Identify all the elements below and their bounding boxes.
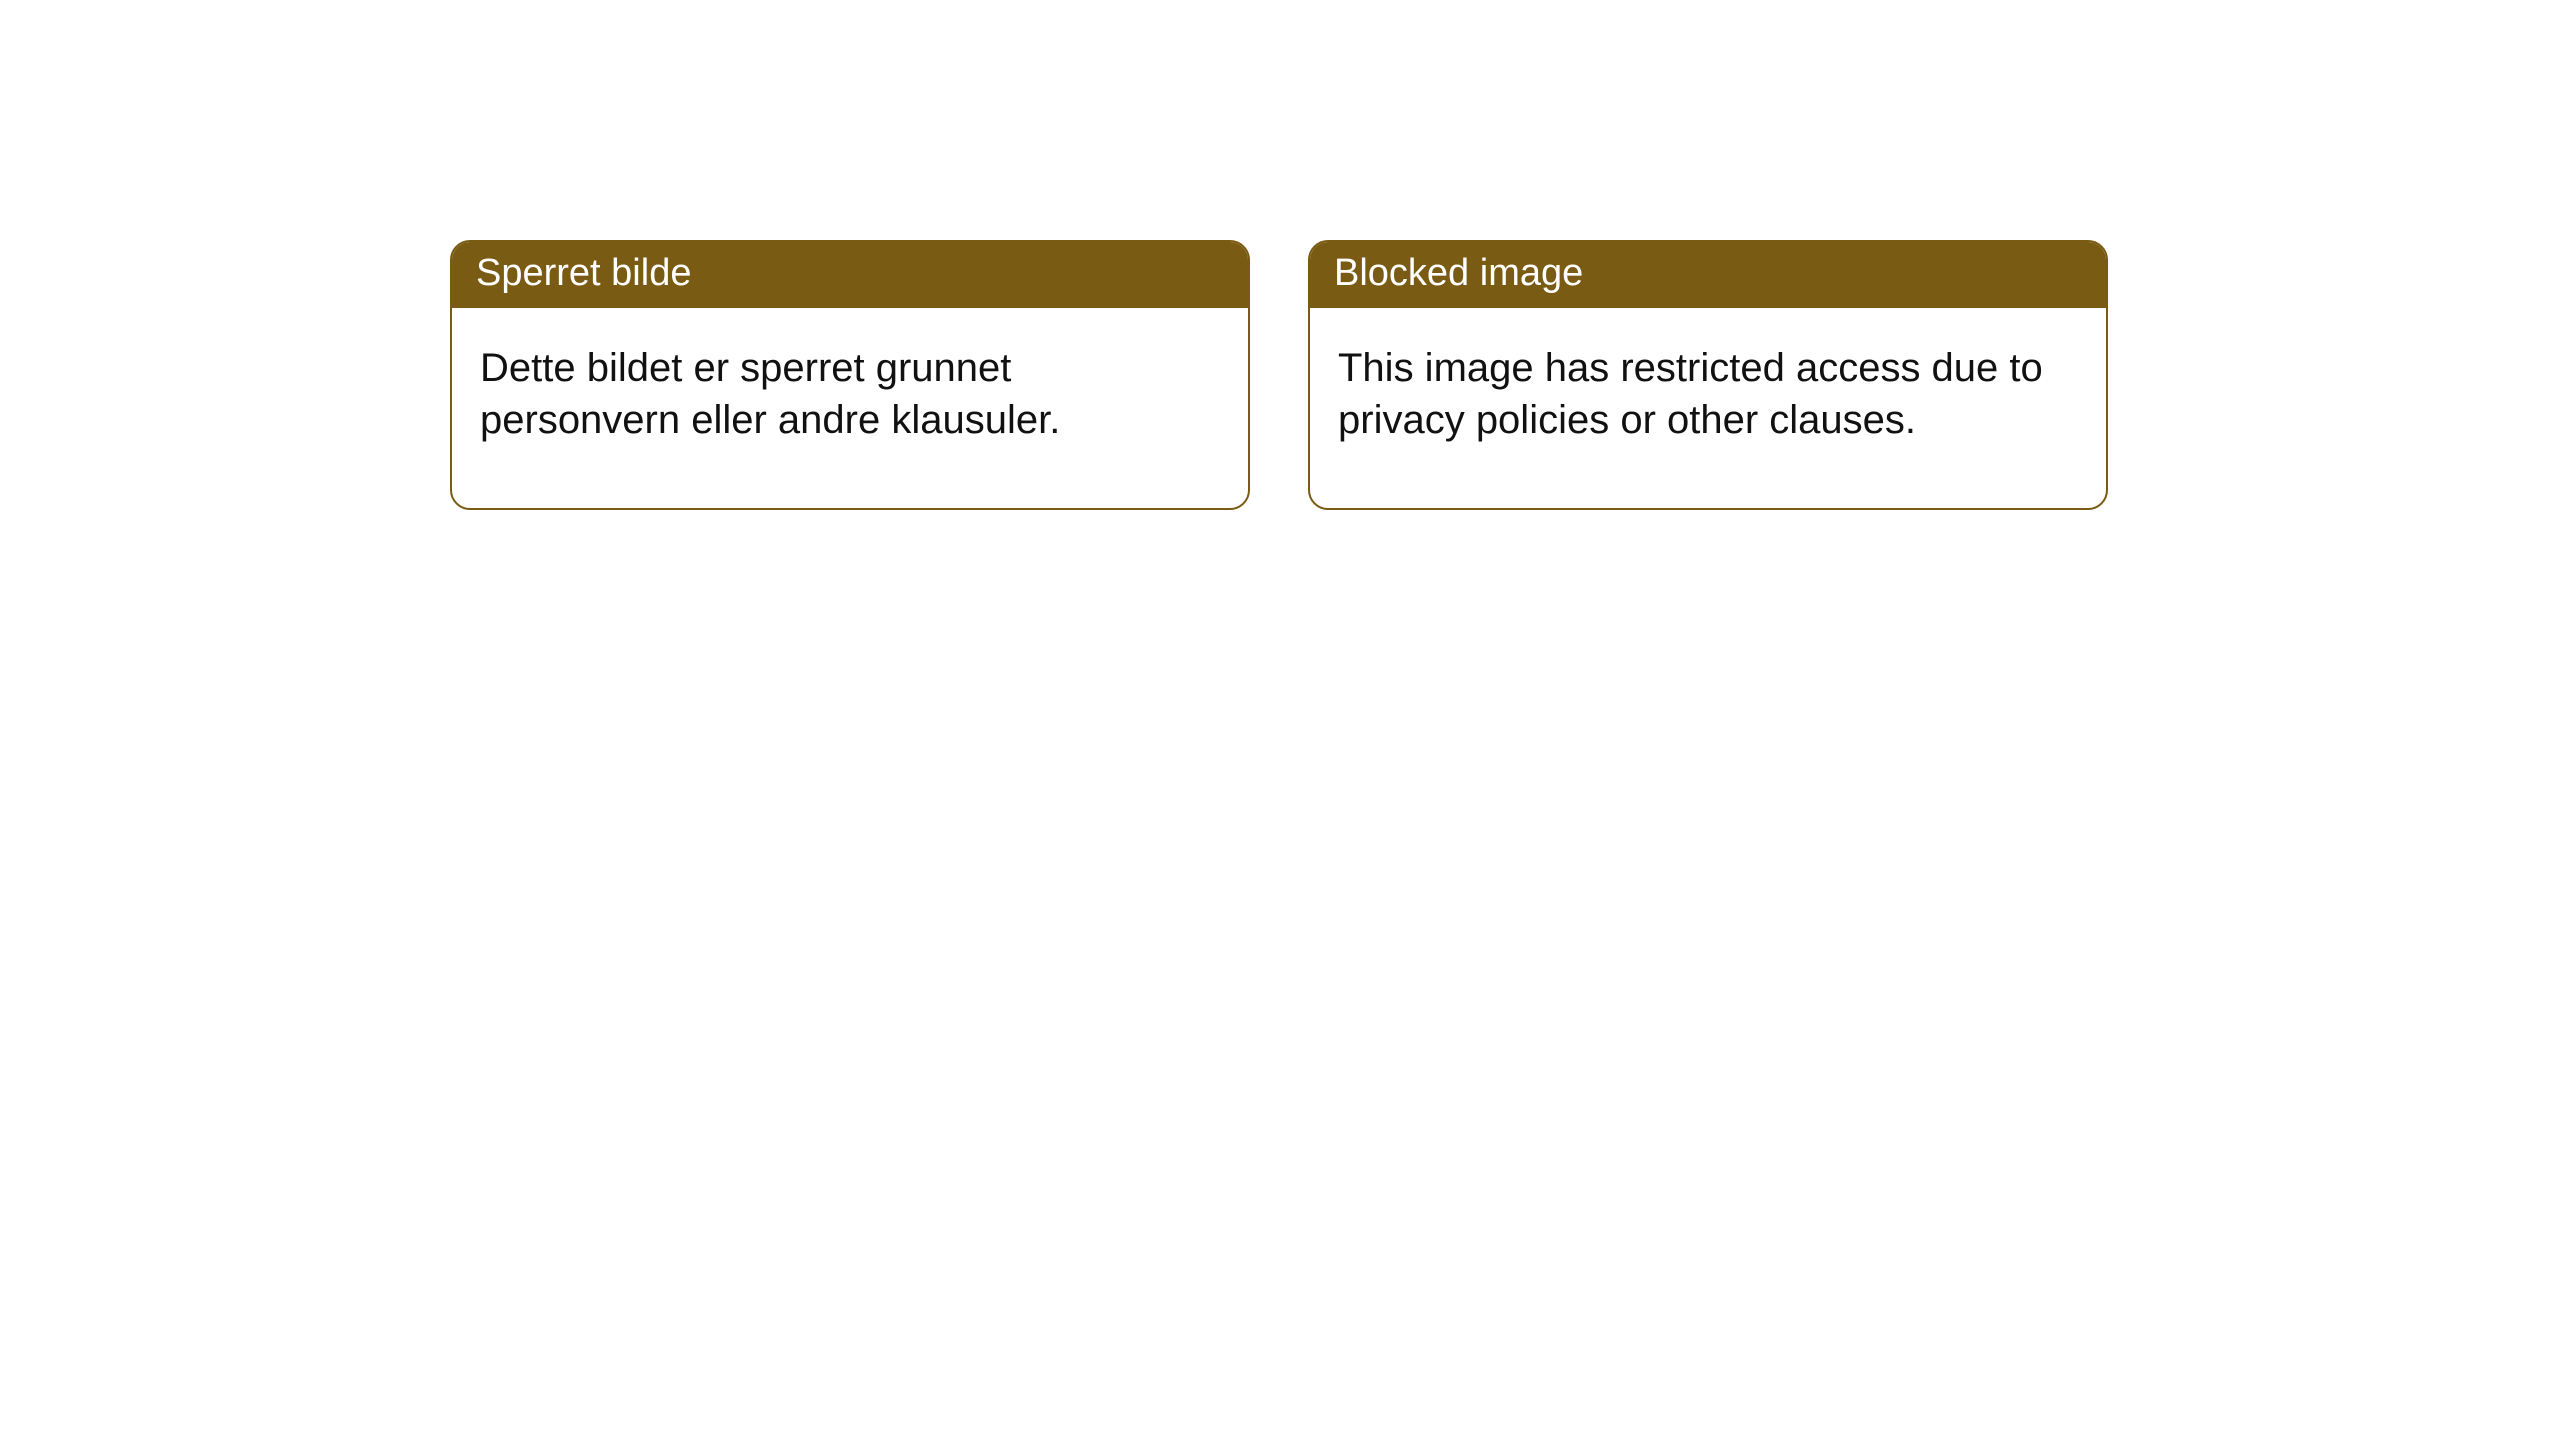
notice-card-body: Dette bildet er sperret grunnet personve… (452, 308, 1248, 508)
notice-card-body: This image has restricted access due to … (1310, 308, 2106, 508)
notice-card-header: Sperret bilde (452, 242, 1248, 308)
notice-card-row: Sperret bilde Dette bildet er sperret gr… (450, 240, 2108, 510)
notice-card-header: Blocked image (1310, 242, 2106, 308)
notice-card-norwegian: Sperret bilde Dette bildet er sperret gr… (450, 240, 1250, 510)
notice-card-english: Blocked image This image has restricted … (1308, 240, 2108, 510)
